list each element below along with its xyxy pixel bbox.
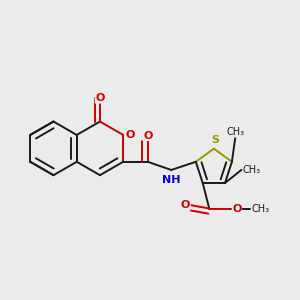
Text: CH₃: CH₃ (242, 165, 260, 175)
Text: O: O (95, 93, 105, 103)
Text: CH₃: CH₃ (251, 203, 270, 214)
Text: NH: NH (162, 175, 181, 185)
Text: S: S (212, 135, 220, 145)
Text: O: O (126, 130, 135, 140)
Text: CH₃: CH₃ (226, 127, 244, 136)
Text: O: O (143, 130, 152, 140)
Text: O: O (232, 203, 242, 214)
Text: O: O (181, 200, 190, 210)
